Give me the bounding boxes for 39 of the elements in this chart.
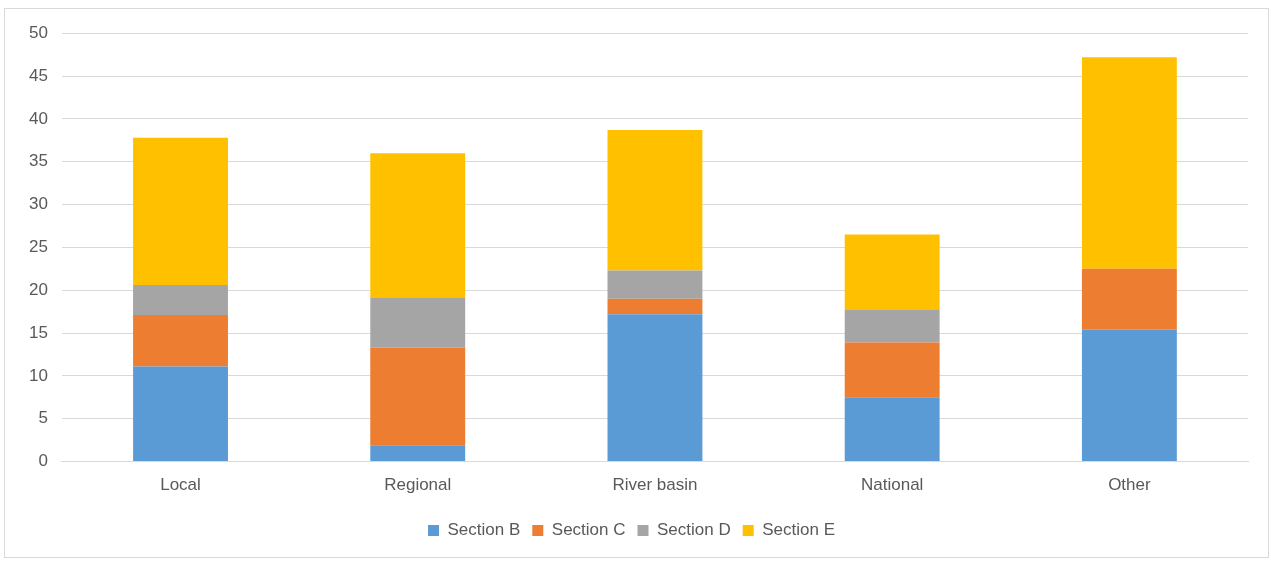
x-tick-label: River basin bbox=[612, 475, 698, 495]
y-tick-label: 5 bbox=[38, 408, 48, 428]
bar bbox=[844, 342, 940, 398]
bar bbox=[607, 270, 703, 299]
y-tick-label: 40 bbox=[28, 108, 48, 128]
bar bbox=[133, 315, 228, 367]
y-tick-label: 45 bbox=[28, 65, 48, 85]
bar bbox=[607, 314, 703, 462]
legend-label: Section E bbox=[762, 520, 835, 540]
bar bbox=[133, 137, 228, 286]
bar bbox=[370, 445, 466, 462]
bar bbox=[370, 297, 466, 348]
y-tick-label: 0 bbox=[38, 451, 48, 471]
bar bbox=[607, 298, 703, 315]
y-tick-label: 35 bbox=[28, 151, 48, 171]
bar bbox=[133, 366, 228, 462]
y-tick-label: 10 bbox=[28, 365, 48, 385]
x-tick-label: Regional bbox=[384, 475, 452, 495]
y-tick-label: 30 bbox=[28, 194, 48, 214]
bar bbox=[133, 285, 228, 316]
y-tick-label: 25 bbox=[28, 237, 48, 257]
x-tick-label: Other bbox=[1108, 475, 1151, 495]
y-tick-label: 15 bbox=[28, 322, 48, 342]
bar bbox=[1081, 268, 1177, 330]
x-tick-label: Local bbox=[160, 475, 201, 495]
bar bbox=[370, 153, 466, 298]
legend-label: Section C bbox=[551, 520, 626, 540]
bar bbox=[1081, 329, 1177, 462]
bar bbox=[1081, 57, 1177, 269]
y-tick-label: 20 bbox=[28, 279, 48, 299]
bar bbox=[844, 397, 940, 462]
x-tick-label: National bbox=[860, 475, 924, 495]
legend-label: Section D bbox=[657, 520, 731, 540]
bar bbox=[844, 309, 940, 343]
y-tick-label: 50 bbox=[28, 22, 48, 42]
bar bbox=[844, 234, 940, 310]
legend-label: Section B bbox=[447, 520, 521, 540]
bar bbox=[370, 347, 466, 446]
bar bbox=[607, 130, 703, 271]
